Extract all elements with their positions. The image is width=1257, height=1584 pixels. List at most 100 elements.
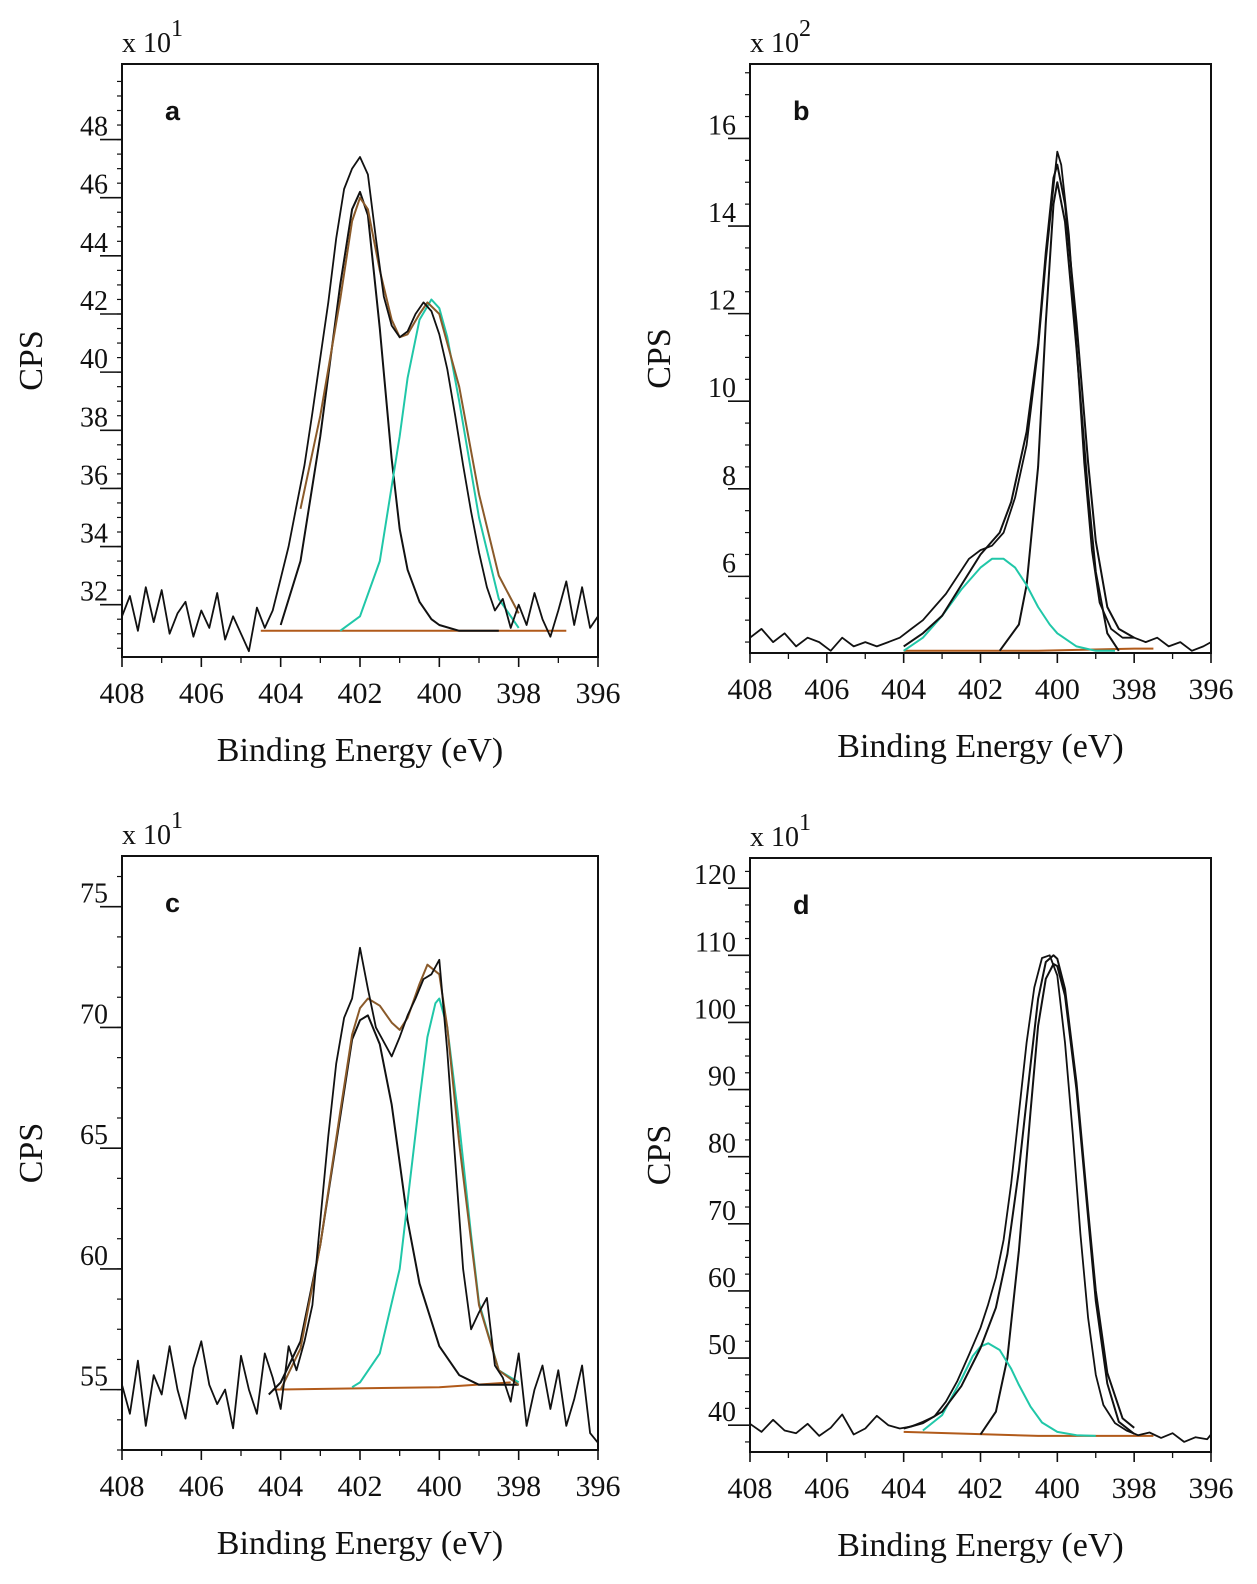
x-tick-label: 396 [1189,1472,1234,1505]
y-tick-label: 60 [708,1263,736,1294]
plot-frame [121,63,599,658]
series-component-2 [998,181,1120,652]
y-tick-label: 70 [80,999,108,1030]
x-tick-label: 404 [258,677,303,710]
y-tick-label: 16 [708,110,736,141]
x-tick-label: 408 [100,1470,145,1503]
series-measured-0 [121,156,599,653]
x-axis-label: Binding Energy (eV) [837,1527,1123,1564]
y-tick-label: 60 [80,1241,108,1272]
y-tick-label: 80 [708,1129,736,1160]
y-multiplier-base: x 10 [750,28,799,59]
x-tick-label: 404 [258,1470,303,1503]
x-tick-label: 396 [576,677,621,710]
y-tick-label: 75 [80,879,108,910]
plot-frame [749,857,1212,1453]
x-tick-label: 402 [958,1472,1003,1505]
series-component-2 [268,1014,519,1396]
x-tick-label: 408 [728,1472,773,1505]
plot-frame [121,855,599,1451]
x-tick-label: 402 [338,677,383,710]
y-tick-label: 6 [722,548,736,579]
panel-label: c [165,888,180,918]
y-multiplier-base: x 10 [122,28,171,59]
chart-panel-a: 408 406 404 402 400 398 396 32 34 36 38 40 42 44 46 48 x… [13,16,621,769]
y-tick-label: 46 [80,170,108,201]
x-tick-label: 400 [1035,673,1080,706]
y-axis-label: CPS [13,1123,50,1184]
plot-frame [749,63,1212,654]
y-tick-label: 48 [80,112,108,143]
y-tick-label: 44 [80,228,108,259]
x-tick-label: 404 [881,1472,926,1505]
y-axis-label: CPS [13,330,50,391]
series-component-3 [339,298,520,632]
y-multiplier-exponent: 2 [799,16,811,42]
x-tick-label: 404 [881,673,926,706]
y-tick-label: 14 [708,198,736,229]
y-tick-label: 34 [80,519,108,550]
chart-panel-b: 408 406 404 402 400 398 396 6 8 10 12 14 16 x 102 b Bin… [641,16,1234,765]
y-tick-label: 36 [80,460,108,491]
series-measured-0 [749,150,1212,652]
x-tick-label: 396 [1189,673,1234,706]
y-multiplier: x 102 [750,16,811,59]
y-multiplier-exponent: 1 [799,810,811,836]
x-tick-label: 398 [496,677,541,710]
y-tick-label: 12 [708,286,736,317]
y-tick-label: 50 [708,1330,736,1361]
panel-label: a [165,96,181,126]
x-tick-label: 406 [804,1472,849,1505]
series-envelope-1 [903,954,1135,1430]
series-component-2 [979,963,1135,1436]
y-multiplier-exponent: 1 [171,16,183,42]
series-component-3 [351,997,520,1389]
series-envelope-1 [279,963,520,1391]
y-tick-label: 120 [694,860,736,891]
chart-panel-c: 408 406 404 402 400 398 396 55 60 65 70 75 x 101 c Bin… [13,808,621,1562]
y-tick-label: 100 [694,994,736,1025]
panel-label: d [793,890,810,920]
x-tick-label: 396 [576,1470,621,1503]
y-tick-label: 10 [708,373,736,404]
series-measured-0 [121,946,599,1444]
panel-label: b [793,96,810,126]
series-baseline-4 [903,647,1154,652]
series-envelope-1 [903,163,1135,648]
y-tick-label: 110 [695,927,736,958]
x-axis-label: Binding Energy (eV) [837,728,1123,765]
y-axis-label: CPS [641,1125,678,1186]
x-tick-label: 406 [179,1470,224,1503]
y-multiplier: x 101 [750,810,811,853]
y-tick-label: 90 [708,1062,736,1093]
y-tick-label: 40 [708,1397,736,1428]
x-tick-label: 402 [958,673,1003,706]
y-multiplier-base: x 10 [750,822,799,853]
y-tick-label: 8 [722,461,736,492]
y-tick-label: 40 [80,344,108,375]
x-tick-label: 400 [417,1470,462,1503]
x-tick-label: 398 [1112,673,1157,706]
x-axis-label: Binding Energy (eV) [217,1525,503,1562]
x-tick-label: 406 [804,673,849,706]
y-tick-label: 38 [80,402,108,433]
y-tick-label: 70 [708,1196,736,1227]
x-tick-label: 408 [728,673,773,706]
chart-panel-d: 408 406 404 402 400 398 396 40 50 60 70 80 90 100 110 1… [641,810,1234,1564]
series-baseline-4 [903,1430,1154,1437]
x-axis-label: Binding Energy (eV) [217,732,503,769]
x-tick-label: 406 [179,677,224,710]
y-multiplier: x 101 [122,16,183,59]
y-axis-label: CPS [641,328,678,389]
y-multiplier: x 101 [122,808,183,851]
x-tick-label: 400 [417,677,462,710]
series-component-3 [922,1342,1096,1437]
x-tick-label: 398 [1112,1472,1157,1505]
x-tick-label: 398 [496,1470,541,1503]
y-tick-label: 65 [80,1120,108,1151]
y-multiplier-exponent: 1 [171,808,183,834]
x-tick-label: 400 [1035,1472,1080,1505]
x-tick-label: 408 [100,677,145,710]
y-tick-label: 32 [80,577,108,608]
